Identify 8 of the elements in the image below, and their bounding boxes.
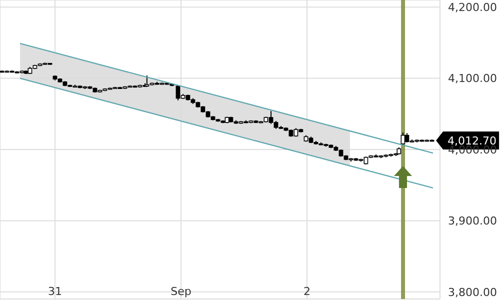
- x-tick-label: 2: [304, 285, 311, 298]
- annotation: 4,012.70: [448, 134, 497, 148]
- y-tick-label: 3,900.00: [448, 214, 497, 228]
- x-tick-label: 31: [48, 285, 62, 298]
- y-tick-label: 4,200.00: [448, 1, 497, 14]
- y-tick-label: 4,100.00: [448, 72, 497, 86]
- y-tick-label: 3,800.00: [448, 286, 497, 299]
- x-tick-label: Sep: [170, 285, 192, 298]
